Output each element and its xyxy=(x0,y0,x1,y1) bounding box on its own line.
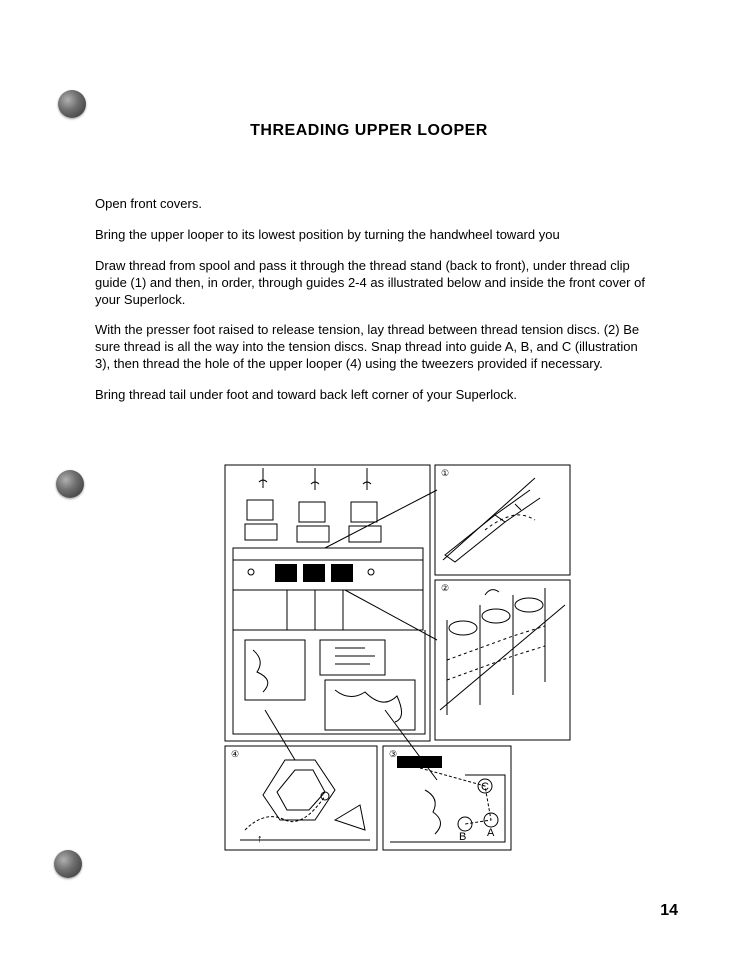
paragraph-5: Bring thread tail under foot and toward … xyxy=(95,387,655,404)
inset-4-number: ④ xyxy=(231,749,239,759)
machine-sketch xyxy=(233,468,437,780)
arrow-up: ↑ xyxy=(257,833,263,845)
inset-3-number: ③ xyxy=(389,749,397,759)
guide-b-label: B xyxy=(459,831,466,843)
guide-a-label: A xyxy=(487,827,495,839)
binder-hole-top xyxy=(58,90,86,118)
inset-1-number: ① xyxy=(441,468,449,478)
paragraph-4: With the presser foot raised to release … xyxy=(95,322,655,373)
page-title: THREADING UPPER LOOPER xyxy=(0,122,738,140)
body-text: Open front covers. Bring the upper loope… xyxy=(95,196,655,418)
guide-c-label: C xyxy=(481,781,489,793)
paragraph-1: Open front covers. xyxy=(95,196,655,213)
binder-hole-mid xyxy=(56,470,84,498)
inset-2-sketch xyxy=(440,588,565,715)
threading-diagram: C B A ↑ ① ② ③ ④ xyxy=(185,460,575,856)
binder-hole-bottom xyxy=(54,850,82,878)
paragraph-2: Bring the upper looper to its lowest pos… xyxy=(95,227,655,244)
page: THREADING UPPER LOOPER Open front covers… xyxy=(0,0,738,954)
inset-4-sketch xyxy=(240,760,370,840)
page-number: 14 xyxy=(660,902,678,920)
paragraph-3: Draw thread from spool and pass it throu… xyxy=(95,258,655,309)
inset-2-border xyxy=(435,580,570,740)
inset-2-number: ② xyxy=(441,583,449,593)
inset-1-sketch xyxy=(443,478,540,562)
inset-4-border xyxy=(225,746,377,850)
